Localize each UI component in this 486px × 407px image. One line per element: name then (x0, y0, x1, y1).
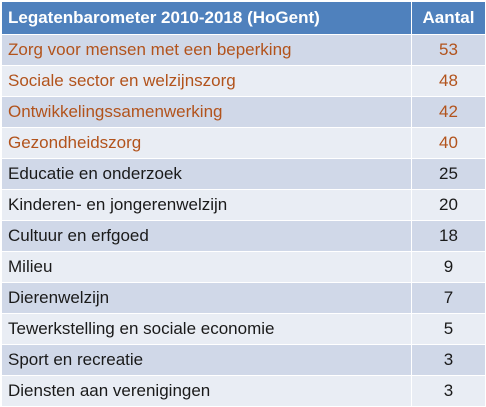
row-label: Gezondheidszorg (1, 127, 412, 159)
table-row: Gezondheidszorg 40 (1, 127, 486, 159)
header-count: Aantal (411, 1, 486, 35)
row-label: Cultuur en erfgoed (1, 220, 412, 252)
row-label: Diensten aan verenigingen (1, 375, 412, 407)
row-label: Ontwikkelingssamenwerking (1, 96, 412, 128)
row-value: 3 (411, 344, 486, 376)
table-row: Tewerkstelling en sociale economie 5 (1, 313, 486, 345)
row-value: 7 (411, 282, 486, 314)
table-row: Sport en recreatie 3 (1, 344, 486, 376)
row-value: 53 (411, 34, 486, 66)
row-value: 40 (411, 127, 486, 159)
row-value: 48 (411, 65, 486, 97)
row-label: Educatie en onderzoek (1, 158, 412, 190)
row-value: 25 (411, 158, 486, 190)
row-label: Zorg voor mensen met een beperking (1, 34, 412, 66)
row-label: Sport en recreatie (1, 344, 412, 376)
table-row: Diensten aan verenigingen 3 (1, 375, 486, 407)
table-header-row: Legatenbarometer 2010-2018 (HoGent) Aant… (1, 1, 486, 35)
row-label: Kinderen- en jongerenwelzijn (1, 189, 412, 221)
row-label: Milieu (1, 251, 412, 283)
table-row: Dierenwelzijn 7 (1, 282, 486, 314)
row-value: 20 (411, 189, 486, 221)
table-row: Zorg voor mensen met een beperking 53 (1, 34, 486, 66)
table-row: Educatie en onderzoek 25 (1, 158, 486, 190)
row-value: 9 (411, 251, 486, 283)
table-row: Milieu 9 (1, 251, 486, 283)
row-value: 3 (411, 375, 486, 407)
row-value: 5 (411, 313, 486, 345)
row-value: 42 (411, 96, 486, 128)
table-row: Kinderen- en jongerenwelzijn 20 (1, 189, 486, 221)
header-category: Legatenbarometer 2010-2018 (HoGent) (1, 1, 412, 35)
row-value: 18 (411, 220, 486, 252)
table-row: Sociale sector en welzijnszorg 48 (1, 65, 486, 97)
table-row: Cultuur en erfgoed 18 (1, 220, 486, 252)
row-label: Sociale sector en welzijnszorg (1, 65, 412, 97)
table-row: Ontwikkelingssamenwerking 42 (1, 96, 486, 128)
row-label: Tewerkstelling en sociale economie (1, 313, 412, 345)
row-label: Dierenwelzijn (1, 282, 412, 314)
